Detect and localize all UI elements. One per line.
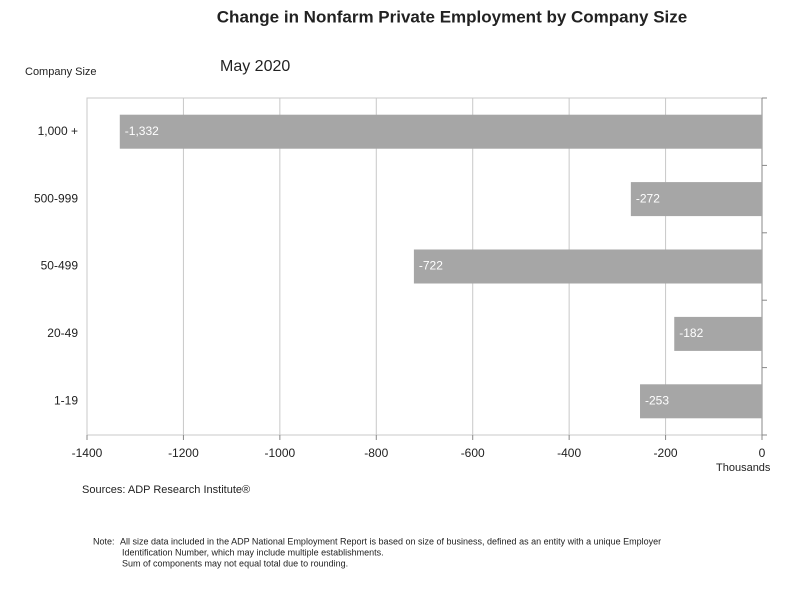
y-tick-label: 1-19 [54, 393, 78, 407]
y-tick-label: 20-49 [47, 326, 78, 340]
x-tick-label: -200 [654, 446, 678, 460]
x-tick-label: -800 [364, 446, 388, 460]
source: Sources: ADP Research Institute® [82, 484, 250, 496]
note-line: All size data included in the ADP Nation… [120, 536, 661, 546]
note-line: Sum of components may not equal total du… [122, 558, 348, 568]
x-tick-label: -1200 [168, 446, 199, 460]
y-axis-label: Company Size [25, 66, 97, 78]
x-tick-label: -400 [557, 446, 581, 460]
x-tick-label: -1000 [265, 446, 296, 460]
bar [674, 316, 762, 351]
value-label: -722 [419, 259, 443, 273]
y-tick-label: 1,000 + [38, 124, 78, 138]
note-label: Note: [93, 536, 115, 546]
y-tick-label: 50-499 [41, 259, 79, 273]
value-label: -272 [636, 191, 660, 205]
x-tick-label: -600 [461, 446, 485, 460]
note-line: Identification Number, which may include… [122, 547, 384, 557]
bar [119, 114, 763, 149]
bar [640, 384, 762, 419]
value-label: -253 [645, 393, 669, 407]
bar [630, 182, 762, 217]
chart-subtitle: May 2020 [220, 58, 290, 75]
y-tick-label: 500-999 [34, 191, 78, 205]
x-axis-label: Thousands [716, 462, 771, 474]
x-tick-label: -1400 [72, 446, 103, 460]
x-tick-label: 0 [759, 446, 766, 460]
chart-title: Change in Nonfarm Private Employment by … [217, 7, 687, 26]
value-label: -182 [679, 326, 703, 340]
bar [413, 249, 762, 284]
value-label: -1,332 [125, 124, 159, 138]
